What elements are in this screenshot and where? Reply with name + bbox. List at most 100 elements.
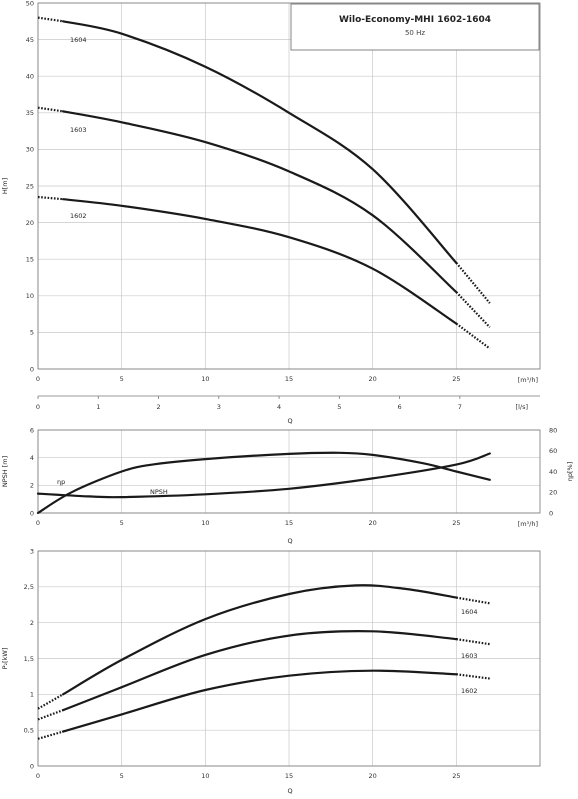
x-tick-label: 5	[120, 772, 124, 780]
y-axis-label: H[m]	[1, 178, 9, 194]
y2-tick-label: 20	[549, 489, 557, 497]
series-1604-line	[62, 20, 458, 264]
x-tick-label: 25	[452, 772, 460, 780]
y-tick-label: 1,5	[24, 655, 34, 663]
x-tick-label: 15	[285, 772, 293, 780]
x2-unit-label: [l/s]	[516, 403, 528, 411]
x-tick-label: 25	[452, 375, 460, 383]
y-axis-label: NPSH [m]	[1, 456, 9, 487]
power-panel: 0 0,5 1 1,5 2 2,5 3 0 5 10 15 20 25 P₂[kW] 1604 1603 160…	[1, 547, 541, 795]
plot-frame	[37, 2, 541, 370]
series-1603-extension-start	[37, 709, 64, 721]
x-tick-label: 25	[452, 519, 460, 527]
series-1602-extension-start	[37, 730, 64, 740]
x-tick-label: 20	[369, 772, 377, 780]
x-tick-label: 0	[36, 519, 40, 527]
series-label: NPSH	[150, 488, 168, 496]
x-tick-label: 10	[201, 772, 209, 780]
x-tick-label: 20	[369, 375, 377, 383]
series-1602-extension-end	[455, 322, 491, 350]
x-tick-label: 10	[201, 519, 209, 527]
y-tick-label: 2,5	[24, 583, 34, 591]
x-tick-label: 15	[285, 519, 293, 527]
series-label: 1604	[461, 608, 478, 616]
x2-tick-label: 6	[398, 403, 402, 411]
y-tick-label: 10	[26, 292, 34, 300]
series-1602-extension-start	[37, 195, 64, 201]
y-tick-label: 0	[30, 365, 34, 373]
x2-tick-label: 7	[458, 403, 462, 411]
series-1603-line	[62, 110, 458, 294]
series-1604-extension-start	[37, 693, 64, 710]
x2-tick-label: 4	[277, 403, 281, 411]
y-axis-label: P₂[kW]	[1, 648, 9, 670]
y-tick-label: 2	[30, 619, 34, 627]
y-tick-label: 25	[26, 182, 34, 190]
series-1603-extension-end	[456, 638, 490, 646]
y-tick-label: 5	[30, 329, 34, 337]
x-tick-label: 0	[36, 375, 40, 383]
series-label: ηp	[57, 478, 65, 486]
x2-tick-label: 1	[96, 403, 100, 411]
x-axis-label: Q	[287, 787, 292, 795]
x-axis-label: Q	[287, 537, 292, 545]
x-tick-label: 10	[201, 375, 209, 383]
chart-subtitle: 50 Hz	[405, 29, 425, 37]
y-tick-label: 1	[30, 691, 34, 699]
y-tick-label: 0	[30, 509, 34, 517]
x-tick-label: 15	[285, 375, 293, 383]
title-box	[290, 3, 540, 51]
series-ηp-line	[36, 451, 491, 515]
x-unit-label: [m³/h]	[518, 376, 538, 384]
series-1604-extension-end	[456, 596, 490, 605]
series-1604-extension-end	[455, 262, 491, 304]
series-1604-extension-start	[37, 16, 64, 23]
x2-tick-label: 3	[217, 403, 221, 411]
chart-title: Wilo-Economy-MHI 1602-1604	[339, 15, 491, 25]
x-axis-label: Q	[287, 417, 292, 425]
series-1602-extension-end	[456, 673, 490, 680]
series-1602-line	[62, 198, 458, 325]
y-tick-label: 3	[30, 547, 34, 555]
y2-tick-label: 80	[549, 426, 557, 434]
series-NPSH-line	[36, 452, 491, 499]
x-tick-label: 0	[36, 772, 40, 780]
y2-axis-label: ηp[%]	[566, 462, 574, 482]
y2-tick-label: 60	[549, 447, 557, 455]
series-1603-line	[62, 630, 458, 712]
series-1604-line	[62, 584, 458, 696]
y-tick-label: 6	[30, 426, 34, 434]
x-unit-label: [m³/h]	[518, 520, 538, 528]
series-label: 1603	[461, 652, 478, 660]
x-tick-label: 5	[120, 519, 124, 527]
series-label: 1603	[70, 126, 87, 134]
series-1603-extension-end	[455, 291, 491, 329]
y-tick-label: 45	[26, 36, 34, 44]
x2-tick-label: 2	[156, 403, 160, 411]
series-label: 1602	[70, 212, 87, 220]
x2-tick-label: 0	[36, 403, 40, 411]
plot-frame	[37, 429, 541, 514]
x-tick-label: 20	[369, 519, 377, 527]
series-1603-extension-start	[37, 106, 64, 113]
y-tick-label: 20	[26, 219, 34, 227]
y-tick-label: 30	[26, 146, 34, 154]
y-tick-label: 0,5	[24, 726, 34, 734]
y-tick-label: 40	[26, 73, 34, 81]
y2-tick-label: 40	[549, 468, 557, 476]
plot-frame	[37, 550, 541, 767]
series-label: 1604	[70, 36, 87, 44]
series-label: 1602	[461, 687, 478, 695]
y-tick-label: 35	[26, 109, 34, 117]
y-tick-label: 4	[30, 454, 34, 462]
y2-tick-label: 0	[549, 509, 553, 517]
y-tick-label: 2	[30, 482, 34, 490]
y-tick-label: 50	[26, 0, 34, 7]
y-tick-label: 0	[30, 762, 34, 770]
x-tick-label: 5	[120, 375, 124, 383]
x2-tick-label: 5	[337, 403, 341, 411]
y-tick-label: 15	[26, 256, 34, 264]
